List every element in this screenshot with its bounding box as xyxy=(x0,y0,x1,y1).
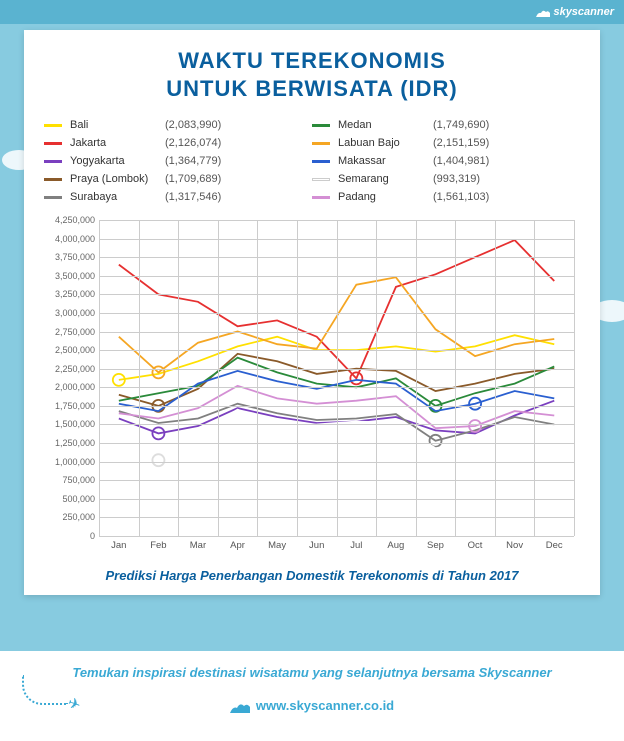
legend-item: Medan(1,749,690) xyxy=(312,116,580,134)
legend-item: Praya (Lombok)(1,709,689) xyxy=(44,170,312,188)
card-title: WAKTU TEREKONOMIS UNTUK BERWISATA (IDR) xyxy=(44,48,580,102)
dotted-path-decoration xyxy=(22,675,68,705)
legend-item: Jakarta(2,126,074) xyxy=(44,134,312,152)
title-line-2: UNTUK BERWISATA (IDR) xyxy=(44,76,580,102)
footer-tagline: Temukan inspirasi destinasi wisatamu yan… xyxy=(0,665,624,680)
legend-item: Semarang(993,319) xyxy=(312,170,580,188)
title-line-1: WAKTU TEREKONOMIS xyxy=(44,48,580,74)
legend-item: Labuan Bajo(2,151,159) xyxy=(312,134,580,152)
legend-item: Padang(1,561,103) xyxy=(312,188,580,206)
plot-area xyxy=(99,220,574,536)
line-chart: 0250,000500,000750,0001,000,0001,250,000… xyxy=(44,220,580,558)
footer: Temukan inspirasi destinasi wisatamu yan… xyxy=(0,651,624,741)
skyscanner-logo: skyscanner xyxy=(536,6,614,18)
y-axis: 0250,000500,000750,0001,000,0001,250,000… xyxy=(44,220,99,536)
chart-subtitle: Prediksi Harga Penerbangan Domestik Tere… xyxy=(44,568,580,583)
infographic-page: skyscanner WAKTU TEREKONOMIS UNTUK BERWI… xyxy=(0,0,624,741)
legend-item: Bali(2,083,990) xyxy=(44,116,312,134)
footer-url[interactable]: www.skyscanner.co.id xyxy=(0,698,624,713)
legend-item: Yogyakarta(1,364,779) xyxy=(44,152,312,170)
legend-item: Makassar(1,404,981) xyxy=(312,152,580,170)
top-brand-bar: skyscanner xyxy=(0,0,624,24)
legend: Bali(2,083,990)Jakarta(2,126,074)Yogyaka… xyxy=(44,116,580,206)
x-axis: JanFebMarAprMayJunJulAugSepOctNovDec xyxy=(99,536,574,558)
skyscanner-icon xyxy=(230,699,250,713)
legend-item: Surabaya(1,317,546) xyxy=(44,188,312,206)
chart-card: WAKTU TEREKONOMIS UNTUK BERWISATA (IDR) … xyxy=(24,30,600,595)
